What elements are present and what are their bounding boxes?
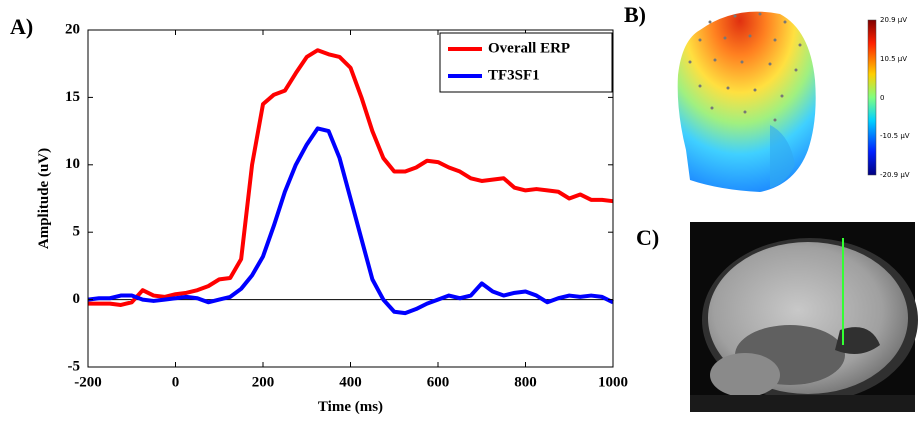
y-tick-label: 10 <box>65 156 80 172</box>
x-tick-label: 200 <box>252 374 275 390</box>
y-tick-label: 15 <box>65 89 80 105</box>
panel-label: B) <box>624 2 646 27</box>
colorbar-label: 20.9 µV <box>880 16 907 24</box>
y-tick-label: -5 <box>68 358 81 374</box>
colorbar-label: -10.5 µV <box>880 132 910 140</box>
legend-label: TF3SF1 <box>488 67 540 83</box>
legend-box <box>439 32 613 93</box>
y-tick-label: 5 <box>73 224 81 240</box>
colorbar-label: -20.9 µV <box>880 171 910 179</box>
colorbar-label: 10.5 µV <box>880 55 907 63</box>
colorbar <box>867 19 877 176</box>
panel-label: C) <box>636 225 659 250</box>
x-axis-label: Time (ms) <box>318 399 383 415</box>
plot-area: -200 0 200 400 600 800 1000 -5 0 5 10 15 20 Time (ms)… <box>36 21 628 415</box>
series-line <box>87 126 614 316</box>
head-topography <box>677 11 816 193</box>
x-tick-label: 400 <box>339 374 362 390</box>
series-line <box>88 48 614 307</box>
x-tick-label: 800 <box>514 374 537 390</box>
legend-label: Overall ERP <box>488 40 570 56</box>
x-tick-label: 0 <box>172 374 180 390</box>
y-tick-label: 20 <box>65 21 80 37</box>
colorbar-label: 0 <box>880 94 884 102</box>
panel-label: A) <box>10 14 33 39</box>
mri-image <box>690 222 918 412</box>
x-tick-label: -200 <box>74 374 102 390</box>
x-tick-label: 1000 <box>598 374 628 390</box>
y-tick-label: 0 <box>73 291 81 307</box>
x-tick-label: 600 <box>427 374 450 390</box>
y-axis-label: Amplitude (uV) <box>36 148 52 249</box>
